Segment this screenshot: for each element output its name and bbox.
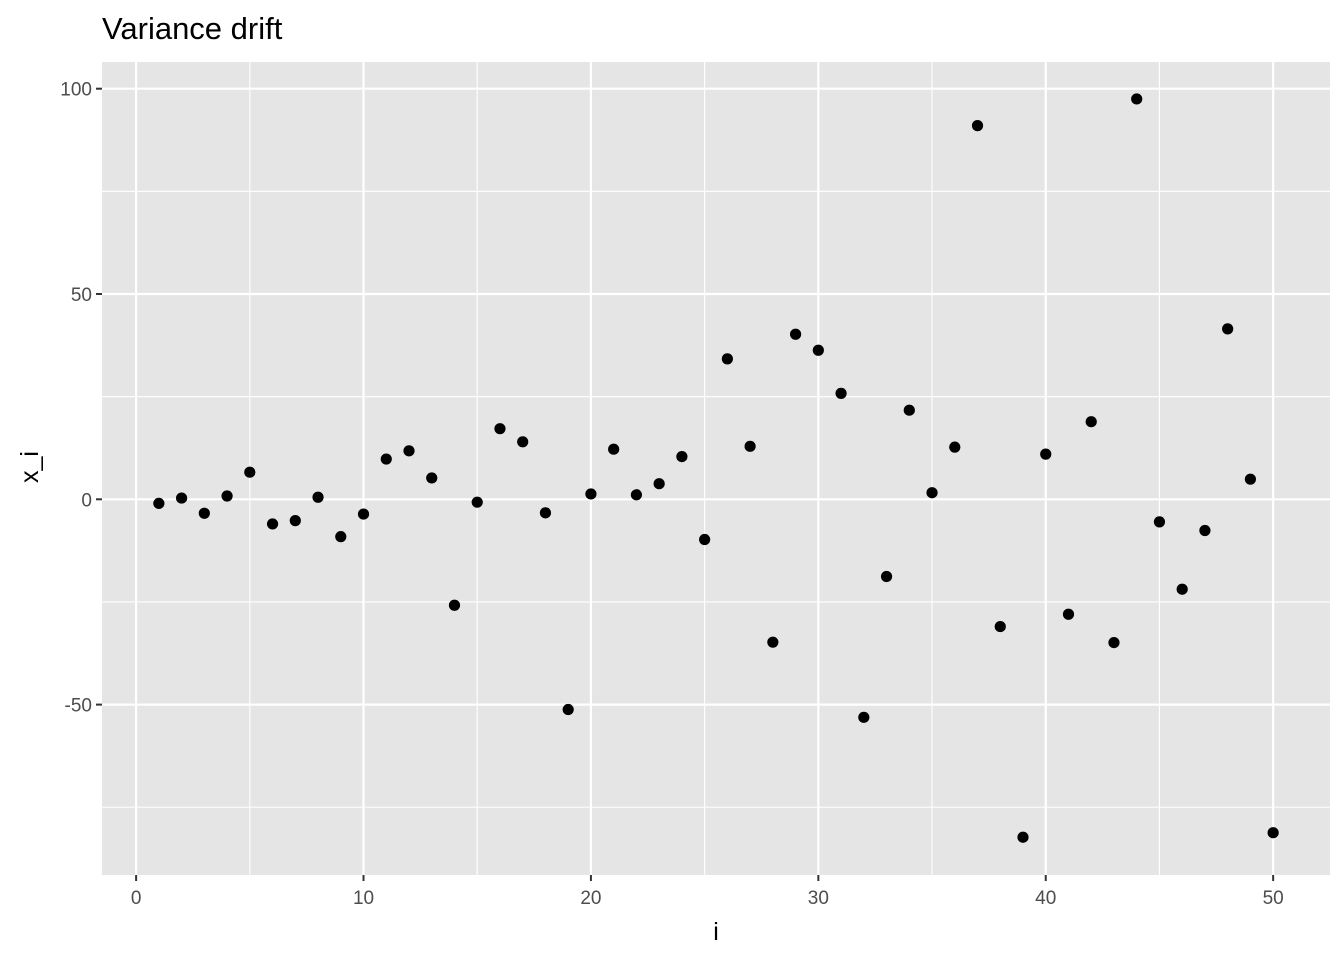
data-point (767, 636, 779, 648)
data-point (1267, 827, 1279, 839)
x-tick-label: 10 (353, 888, 374, 909)
data-point (1131, 93, 1143, 105)
data-point (835, 387, 847, 399)
data-point (858, 711, 870, 723)
plot-panel (102, 62, 1330, 875)
data-point (699, 533, 711, 546)
data-point (175, 492, 188, 504)
y-axis-title: x_i (16, 451, 44, 483)
data-points (153, 93, 1279, 843)
data-point (630, 489, 643, 501)
data-point (1222, 323, 1234, 335)
data-point (153, 497, 165, 510)
y-axis: -50 0 50 100 (60, 80, 102, 717)
data-point (266, 518, 279, 530)
data-point (994, 620, 1006, 633)
data-point (562, 703, 574, 716)
x-axis-title: i (713, 918, 719, 946)
data-point (244, 466, 256, 478)
x-tick-label: 40 (1035, 888, 1056, 909)
x-axis: 0 10 20 30 40 50 (131, 875, 1284, 909)
data-point (403, 445, 415, 457)
data-point (471, 496, 483, 508)
data-point (926, 487, 938, 499)
data-point (426, 472, 438, 484)
data-point (335, 531, 347, 543)
y-tick-label: 100 (60, 80, 92, 101)
data-point (539, 507, 552, 519)
major-grid (102, 62, 1330, 875)
chart-title: Variance drift (102, 11, 283, 46)
data-point (903, 404, 915, 416)
data-point (676, 450, 688, 463)
data-point (289, 515, 301, 527)
y-tick-label: 0 (81, 490, 92, 511)
data-point (312, 491, 324, 503)
data-point (789, 328, 802, 340)
x-tick-label: 30 (808, 888, 829, 909)
data-point (949, 441, 961, 453)
data-point (517, 436, 529, 448)
minor-grid (102, 62, 1330, 875)
x-tick-label: 50 (1263, 888, 1284, 909)
data-point (812, 344, 824, 356)
data-point (494, 423, 506, 435)
data-point (971, 120, 984, 132)
data-point (1040, 448, 1052, 460)
data-point (880, 570, 893, 583)
data-point (653, 478, 665, 490)
y-tick-label: 50 (71, 285, 92, 306)
data-point (608, 443, 620, 455)
data-point (221, 490, 233, 502)
x-tick-label: 20 (580, 888, 601, 909)
data-point (721, 353, 733, 365)
data-point (1062, 608, 1075, 620)
data-point (198, 507, 210, 519)
data-point (357, 508, 370, 520)
data-point (380, 453, 392, 465)
data-point (1108, 636, 1120, 649)
data-point (1199, 524, 1211, 537)
y-tick-label: -50 (65, 696, 92, 717)
x-tick-label: 0 (131, 888, 142, 909)
data-point (585, 488, 597, 500)
data-point (1017, 831, 1029, 843)
data-point (1085, 416, 1097, 428)
data-point (1176, 583, 1188, 595)
data-point (1244, 473, 1257, 485)
data-point (448, 599, 461, 611)
data-point (744, 440, 756, 452)
data-point (1153, 516, 1166, 528)
